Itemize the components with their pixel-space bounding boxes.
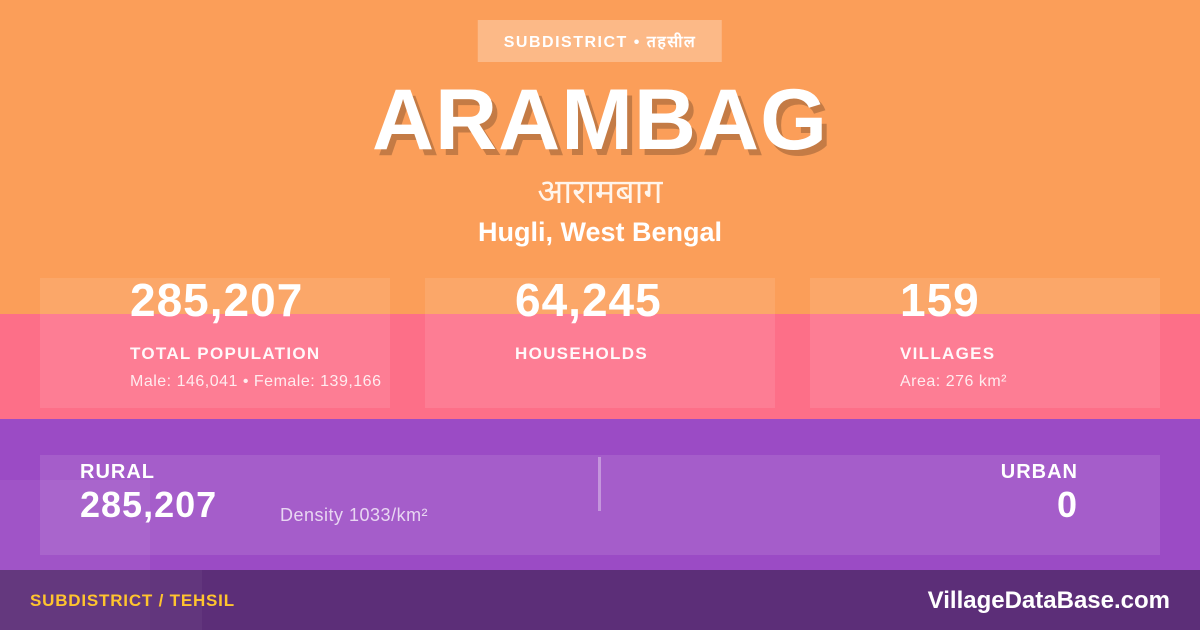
pink-band xyxy=(0,314,1200,419)
rural-stat: RURAL 285,207 xyxy=(80,460,217,524)
region-subtitle: Hugli, West Bengal xyxy=(477,217,723,247)
population-label: TOTAL POPULATION xyxy=(130,344,321,363)
stat-card-villages: 159 VILLAGES Area: 276 km² xyxy=(810,274,1160,408)
villages-detail: Area: 276 km² xyxy=(900,373,1007,390)
urban-value: 0 xyxy=(1056,484,1078,525)
local-name: आरामबाग xyxy=(537,173,663,211)
households-value: 64,245 xyxy=(515,274,662,326)
stats-row: 285,207 TOTAL POPULATION Male: 146,041 •… xyxy=(40,274,1160,408)
footer-band xyxy=(0,570,1200,630)
rural-urban-panel xyxy=(40,455,1160,555)
households-label: HOUSEHOLDS xyxy=(515,344,648,363)
stat-card-households: 64,245 HOUSEHOLDS xyxy=(425,274,775,408)
site-brand: VillageDataBase.com xyxy=(927,587,1170,614)
density-note: Density 1033/km² xyxy=(280,505,429,525)
rural-value: 285,207 xyxy=(80,484,218,525)
decorative-square xyxy=(150,570,202,630)
type-badge-label: SUBDISTRICT • तहसील xyxy=(503,34,697,51)
rural-label: RURAL xyxy=(80,461,155,483)
population-detail: Male: 146,041 • Female: 139,166 xyxy=(130,373,382,390)
purple-band xyxy=(0,419,1200,570)
decorative-square xyxy=(0,480,150,630)
population-value: 285,207 xyxy=(130,274,304,326)
page-title: ARAMBAG xyxy=(371,72,829,168)
type-badge: SUBDISTRICT • तहसील xyxy=(477,20,723,62)
divider-line xyxy=(598,457,601,511)
villages-label: VILLAGES xyxy=(900,344,996,363)
footer-type-label: SUBDISTRICT / TEHSIL xyxy=(30,591,235,610)
stat-card-population: 285,207 TOTAL POPULATION Male: 146,041 •… xyxy=(40,274,390,408)
urban-stat: URBAN 0 xyxy=(1001,460,1078,524)
villages-value: 159 xyxy=(900,274,980,326)
urban-label: URBAN xyxy=(1000,461,1078,483)
